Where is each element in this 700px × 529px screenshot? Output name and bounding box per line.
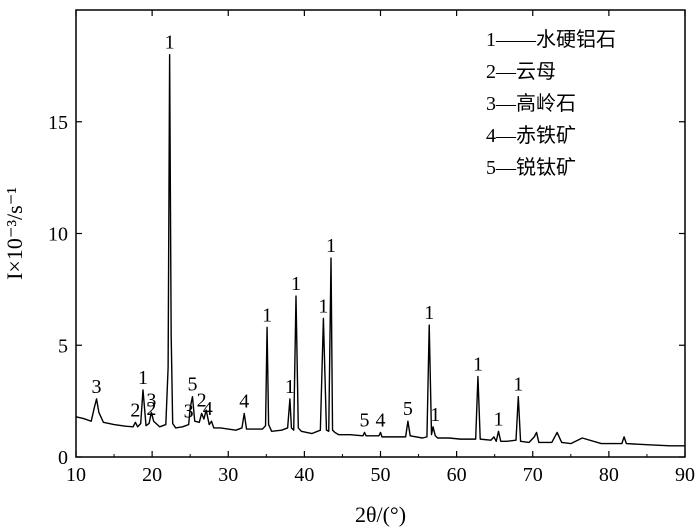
y-tick-label: 0 [58,447,68,469]
legend: 1——水硬铝石 2—云母 3—高岭石 4—赤铁矿 5—锐钛矿 [486,28,616,179]
y-tick-label: 15 [48,112,68,134]
x-tick-label: 40 [294,464,314,486]
x-tick-label: 70 [523,464,543,486]
peak-label: 1 [493,408,503,430]
peak-label: 1 [473,354,483,376]
y-tick-label: 5 [58,335,68,357]
peak-label: 2 [197,389,207,411]
x-tick-label: 60 [447,464,467,486]
plot-area [75,9,686,458]
peak-label: 5 [360,409,370,431]
peak-label: 4 [203,398,213,420]
legend-entry: 1——水硬铝石 [486,28,616,51]
peak-label: 1 [262,304,272,326]
peak-label: 1 [424,302,434,324]
y-tick-label: 10 [48,224,68,246]
peak-label: 1 [326,235,336,257]
xrd-pattern-line [75,54,685,447]
x-tick-label: 10 [66,464,86,486]
peak-label: 3 [92,376,102,398]
peak-label: 3 [184,400,194,422]
x-tick-label: 80 [599,464,619,486]
x-tick-label: 90 [675,464,695,486]
peak-label: 4 [376,409,386,431]
x-tick-label: 20 [142,464,162,486]
legend-entry: 2—云母 [486,61,556,83]
x-axis-title: 2θ/(°) [355,502,406,527]
peak-label: 1 [513,374,523,396]
legend-entry: 5—锐钛矿 [486,156,576,179]
peak-label: 1 [138,367,148,389]
peak-label: 2 [130,399,140,421]
peak-label: 1 [430,404,440,426]
peak-label: 3 [146,389,156,411]
legend-entry: 4—赤铁矿 [486,124,576,147]
y-axis-title: I×10⁻³/s⁻¹ [2,187,27,280]
peak-label: 5 [187,374,197,396]
peak-label: 4 [239,390,249,412]
x-tick-label: 30 [218,464,238,486]
x-tick-label: 50 [371,464,391,486]
peak-label: 1 [285,376,295,398]
peak-label: 1 [291,273,301,295]
peak-label: 1 [165,32,175,54]
legend-entry: 3—高岭石 [486,92,576,115]
peak-label: 5 [403,398,413,420]
peak-label: 2 [146,398,156,420]
peak-label: 1 [318,295,328,317]
